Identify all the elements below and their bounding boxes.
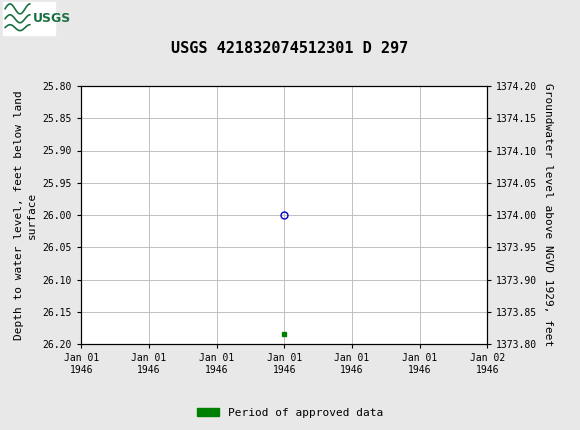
Y-axis label: Depth to water level, feet below land
surface: Depth to water level, feet below land su…: [14, 90, 37, 340]
Bar: [3, 2, 55, 34]
Text: USGS 421832074512301 D 297: USGS 421832074512301 D 297: [171, 41, 409, 56]
Y-axis label: Groundwater level above NGVD 1929, feet: Groundwater level above NGVD 1929, feet: [543, 83, 553, 347]
Text: USGS: USGS: [33, 12, 71, 25]
Legend: Period of approved data: Period of approved data: [193, 403, 387, 422]
